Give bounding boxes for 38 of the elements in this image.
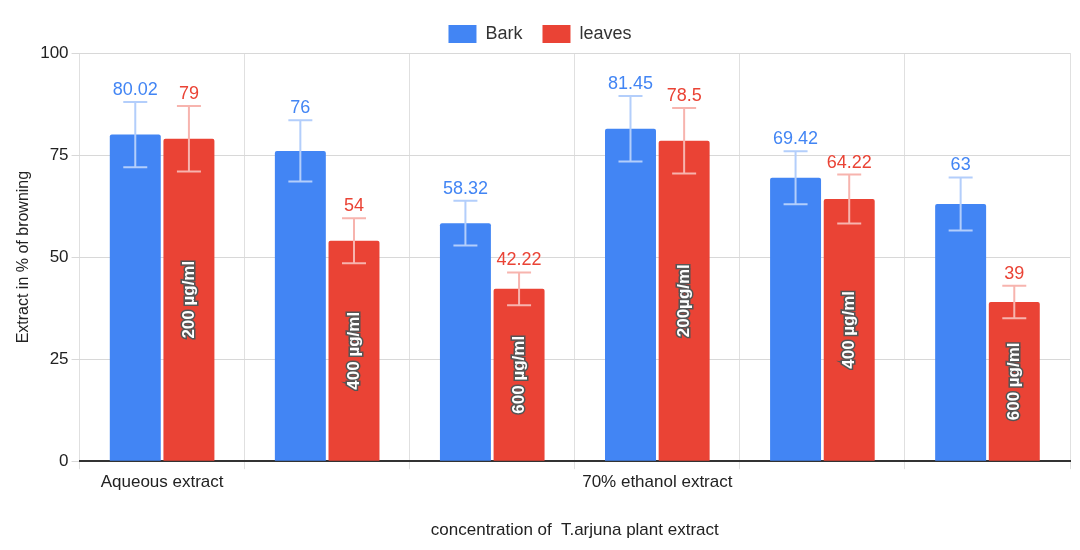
- data-label: 69.42: [773, 128, 819, 149]
- annotation: 600 µg/ml: [1003, 342, 1023, 421]
- y-axis-title: Extract in % of browning: [14, 170, 32, 344]
- bar: [658, 140, 710, 461]
- y-tick-label: 25: [49, 348, 69, 368]
- x-tick-label: 70% ethanol extract: [582, 472, 733, 492]
- data-label: 79: [178, 83, 199, 104]
- bar: [274, 150, 326, 461]
- data-label: 39: [1004, 262, 1025, 283]
- bar: [163, 138, 215, 461]
- annotation: 200µg/ml: [673, 264, 693, 338]
- bar: [770, 177, 822, 461]
- data-label: 80.02: [112, 78, 158, 99]
- annotation: 200 µg/ml: [178, 260, 198, 339]
- x-axis-title: concentration of T.arjuna plant extract: [430, 520, 720, 540]
- bar: [823, 199, 875, 461]
- y-tick-label: 50: [49, 246, 69, 266]
- bar: [935, 204, 987, 461]
- x-tick-label: Aqueous extract: [100, 472, 224, 492]
- y-tick-label: 75: [49, 144, 69, 164]
- data-label: 63: [950, 154, 971, 175]
- legend-label: Bark: [485, 22, 524, 43]
- bar: [439, 223, 491, 461]
- annotation: 400 µg/ml: [838, 290, 858, 369]
- annotation: 600 µg/ml: [508, 335, 528, 414]
- data-label: 54: [343, 195, 365, 216]
- data-label: 78.5: [666, 85, 702, 106]
- y-tick-label: 0: [59, 450, 69, 470]
- data-label: 58.32: [442, 177, 488, 198]
- data-label: 42.22: [496, 249, 542, 270]
- data-label: 81.45: [607, 73, 654, 94]
- bar: [605, 128, 656, 461]
- data-label: 76: [290, 97, 311, 118]
- annotation: 400 µg/ml: [343, 311, 363, 390]
- data-label: 64.22: [826, 151, 872, 172]
- y-tick-label: 100: [40, 42, 69, 62]
- bar: [109, 134, 161, 461]
- legend-label: leaves: [579, 22, 632, 43]
